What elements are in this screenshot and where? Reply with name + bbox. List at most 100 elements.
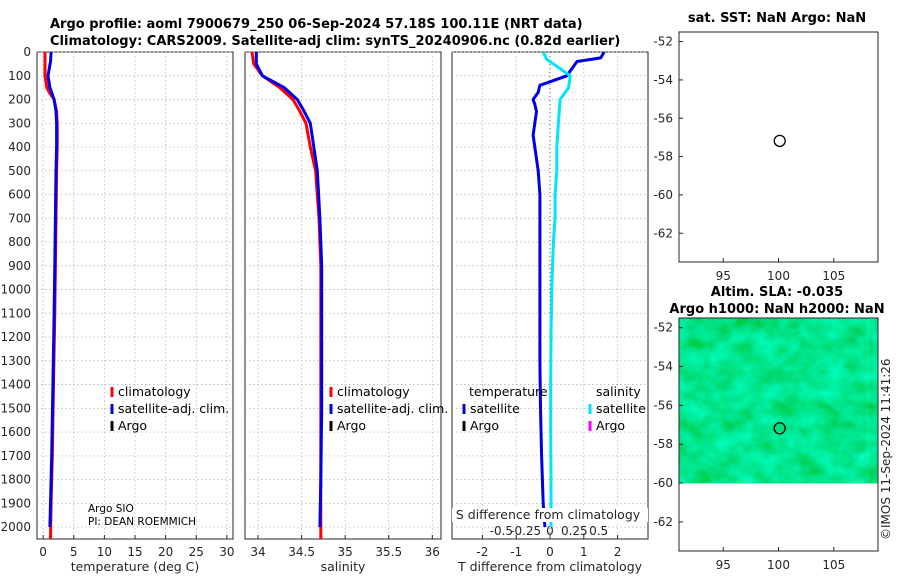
legend-salinity-heading: salinity (596, 384, 641, 399)
depth-tick-label: 1900 (0, 496, 31, 510)
argo-float-marker (773, 422, 786, 435)
lat-tick-label: -58 (653, 150, 673, 164)
difference-grid (452, 51, 648, 539)
depth-tick-label: 1300 (0, 354, 31, 368)
depth-tick-label: 1500 (0, 401, 31, 415)
salinity-lines (250, 52, 324, 539)
legend-t-argo: Argo (470, 418, 499, 433)
sst-map-title: sat. SST: NaN Argo: NaN (688, 11, 866, 26)
series-line-satellite-adj-clim- (254, 52, 324, 528)
argo-float-marker (773, 134, 786, 148)
x-tick-label: 15 (127, 545, 142, 559)
s-difference-xlabel: S difference from climatology (456, 507, 641, 522)
legend-satellite-adj: satellite-adj. clim. (118, 401, 229, 416)
legend-t-satellite: satellite (470, 401, 520, 416)
salinity-grid (245, 51, 441, 539)
legend-argo: Argo (118, 418, 147, 433)
legend-s-argo: Argo (596, 418, 625, 433)
depth-tick-label: 200 (8, 93, 31, 107)
legend-climatology: climatology (337, 384, 410, 399)
x-tick-label: -2 (476, 545, 488, 559)
x-tick-label: 36 (425, 545, 440, 559)
series-line-s-satellite (541, 52, 572, 528)
imos-timestamp: ©IMOS 11-Sep-2024 11:41:26 (879, 358, 893, 540)
lat-tick-label: -52 (653, 35, 673, 49)
depth-tick-label: 1200 (0, 330, 31, 344)
t-difference-tick-labels: -2 -1 0 1 2 (476, 545, 621, 559)
legend-temperature-heading: temperature (469, 384, 548, 399)
depth-tick-label: 0 (23, 45, 31, 59)
x-tick-label: 20 (158, 545, 173, 559)
temperature-x-tick-labels: 0 5 10 15 20 25 30 (39, 545, 234, 559)
x-tick-label: 0 (39, 545, 47, 559)
lon-tick-label: 95 (716, 269, 731, 283)
s-tick-label: -0.5 (490, 524, 513, 538)
difference-legend: temperature satellite Argo salinity sate… (462, 384, 646, 433)
x-tick-label: -1 (510, 545, 522, 559)
salinity-x-tick-labels: 34 34.5 35 35.5 36 (250, 545, 440, 559)
sst-map-panel: sat. SST: NaN Argo: NaN -52-54-56-58-60-… (653, 11, 879, 283)
x-tick-label: 34 (250, 545, 265, 559)
lat-tick-label: -58 (653, 437, 673, 451)
sla-map-title-line2: Argo h1000: NaN h2000: NaN (669, 302, 884, 317)
lat-tick-label: -60 (653, 188, 673, 202)
x-tick-label: 35.5 (375, 545, 402, 559)
depth-tick-label: 1800 (0, 473, 31, 487)
s-label-backdrop (452, 508, 648, 522)
s-tick-label: 0 (546, 524, 554, 538)
depth-tick-label: 100 (8, 69, 31, 83)
lon-tick-label: 105 (822, 558, 845, 572)
salinity-xlabel: salinity (321, 559, 366, 574)
depth-tick-label: 2000 (0, 520, 31, 534)
temperature-xlabel: temperature (deg C) (71, 559, 200, 574)
legend-satellite-adj: satellite-adj. clim. (337, 401, 448, 416)
lat-tick-label: -56 (653, 398, 673, 412)
x-tick-label: 10 (97, 545, 112, 559)
depth-tick-labels: 0 100 200 300 400 500 600 700 800 900 1000 1100 1200… (0, 45, 31, 534)
s-tick-label: 0.5 (589, 524, 608, 538)
sla-map-panel: Altim. SLA: -0.035 Argo h1000: NaN h2000… (653, 285, 884, 572)
x-tick-label: 34.5 (288, 545, 315, 559)
sst-map-axes-box (678, 31, 879, 263)
depth-tick-label: 1100 (0, 306, 31, 320)
depth-tick-label: 700 (8, 211, 31, 225)
sst-map-tick-labels: -52 -54 -56 -58 -60 -62 95 100 105 (653, 35, 845, 283)
argo-institution: Argo SIO (88, 503, 134, 515)
lon-tick-label: 95 (716, 558, 731, 572)
figure-title-line1: Argo profile: aoml 7900679_250 06-Sep-20… (50, 17, 583, 32)
lat-tick-label: -60 (653, 476, 673, 490)
difference-lines (531, 52, 606, 528)
depth-tick-label: 800 (8, 235, 31, 249)
lon-tick-label: 105 (822, 269, 845, 283)
lon-tick-label: 100 (767, 558, 790, 572)
legend-argo: Argo (337, 418, 366, 433)
depth-tick-label: 1600 (0, 425, 31, 439)
x-tick-label: 5 (70, 545, 78, 559)
salinity-legend: climatology satellite-adj. clim. Argo (329, 384, 448, 433)
depth-tick-label: 500 (8, 164, 31, 178)
temperature-grid (37, 51, 233, 539)
depth-tick-label: 1700 (0, 449, 31, 463)
legend-s-satellite: satellite (596, 401, 646, 416)
x-tick-label: 25 (189, 545, 204, 559)
s-difference-tick-labels: -0.5-0.25 0 0.25 0.5 (490, 524, 609, 538)
depth-tick-label: 400 (8, 140, 31, 154)
x-tick-label: 0 (546, 545, 554, 559)
s-tick-label: 0.25 (561, 524, 588, 538)
depth-tick-label: 900 (8, 259, 31, 273)
lat-tick-label: -62 (653, 515, 673, 529)
lat-tick-label: -54 (653, 360, 673, 374)
temperature-profile-panel: 0100200300400500600700800900100011001200… (0, 45, 234, 574)
x-tick-label: 30 (219, 545, 234, 559)
temperature-lines (43, 52, 59, 539)
sla-map-tick-labels: -52 -54 -56 -58 -60 -62 95 100 105 (653, 321, 845, 572)
x-tick-label: 35 (338, 545, 353, 559)
difference-profile-panel: -2 -1 0 1 2 -0.5-0.25 0 0.25 0.5 T difference f… (451, 51, 649, 574)
sla-heatmap-field (679, 318, 878, 484)
depth-tick-label: 1400 (0, 378, 31, 392)
lat-tick-label: -62 (653, 226, 673, 240)
figure-title-line2: Climatology: CARS2009. Satellite-adj cli… (50, 34, 620, 49)
x-tick-label: 1 (580, 545, 588, 559)
lon-tick-label: 100 (767, 269, 790, 283)
